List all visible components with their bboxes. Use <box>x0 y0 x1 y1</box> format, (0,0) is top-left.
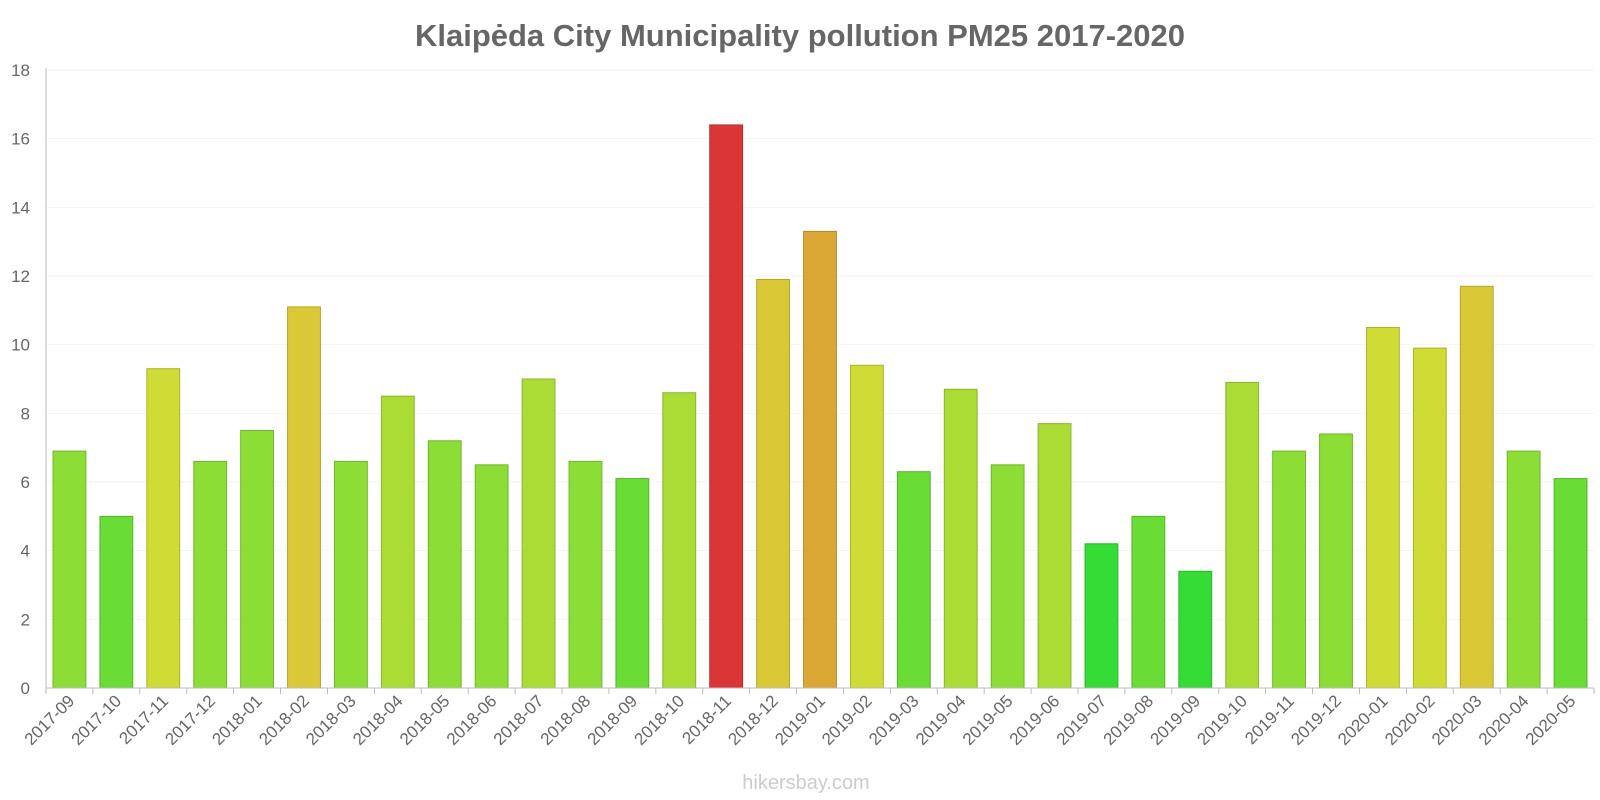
x-tick-label: 2019-11 <box>1241 691 1298 748</box>
bar-2019-03[interactable] <box>896 471 931 689</box>
bar-2019-08[interactable] <box>1131 515 1166 689</box>
bar-2018-02[interactable] <box>287 306 321 689</box>
x-tick-label: 2017-11 <box>115 691 172 748</box>
x-tick-label: 2020-02 <box>1381 691 1439 749</box>
y-tick-label: 8 <box>21 404 30 423</box>
y-tick-label: 6 <box>21 473 30 492</box>
bar-2018-07[interactable] <box>521 378 556 689</box>
bar-2020-05[interactable] <box>1553 478 1588 689</box>
bar-2018-01[interactable] <box>240 430 275 689</box>
bar-2019-05[interactable] <box>990 464 1025 689</box>
bar-2019-09[interactable] <box>1178 570 1213 689</box>
x-tick-label: 2019-03 <box>865 691 923 749</box>
x-tick-label: 2019-01 <box>771 691 829 749</box>
y-tick-label: 12 <box>11 267 30 286</box>
x-tick-label: 2017-09 <box>21 691 79 749</box>
x-tick-label: 2019-09 <box>1147 691 1205 749</box>
x-tick-label: 2019-04 <box>912 691 970 749</box>
bar-2018-04[interactable] <box>380 395 415 689</box>
y-tick-label: 0 <box>21 679 30 698</box>
y-tick-label: 14 <box>11 198 30 217</box>
x-tick-label: 2018-05 <box>396 691 454 749</box>
x-tick-label: 2018-02 <box>255 691 313 749</box>
x-tick-label: 2017-12 <box>161 691 219 749</box>
bar-2018-06[interactable] <box>474 464 509 689</box>
axes <box>45 68 1595 694</box>
x-tick-label: 2019-05 <box>959 691 1017 749</box>
x-tick-label: 2018-11 <box>678 691 735 748</box>
bar-2019-02[interactable] <box>849 364 884 689</box>
bar-2018-10[interactable] <box>662 392 697 689</box>
bar-2020-04[interactable] <box>1506 450 1541 689</box>
bar-2019-10[interactable] <box>1225 381 1260 689</box>
bar-2018-12[interactable] <box>756 278 791 689</box>
x-tick-label: 2019-10 <box>1193 691 1251 749</box>
bar-2019-07[interactable] <box>1084 543 1119 689</box>
y-tick-label: 10 <box>11 336 30 355</box>
x-tick-label: 2019-06 <box>1006 691 1064 749</box>
x-tick-label: 2018-10 <box>631 691 689 749</box>
bar-2017-10[interactable] <box>99 515 134 689</box>
bar-2020-02[interactable] <box>1412 347 1447 689</box>
bar-2017-11[interactable] <box>146 368 181 689</box>
y-tick-label: 16 <box>11 130 30 149</box>
x-tick-label: 2020-04 <box>1475 691 1533 749</box>
x-tick-label: 2019-08 <box>1100 691 1158 749</box>
x-tick-label: 2019-02 <box>818 691 876 749</box>
bars <box>52 124 1588 689</box>
bar-2018-03[interactable] <box>333 460 368 689</box>
x-tick-label: 2018-03 <box>302 691 360 749</box>
bar-2017-12[interactable] <box>193 460 228 689</box>
y-tick-label: 2 <box>21 610 30 629</box>
x-tick-label: 2018-07 <box>490 691 548 749</box>
chart-title: Klaipėda City Municipality pollution PM2… <box>415 18 1185 53</box>
x-tick-label: 2020-01 <box>1334 691 1392 749</box>
x-tick-label: 2018-04 <box>349 691 407 749</box>
bar-2020-01[interactable] <box>1365 327 1400 689</box>
bar-2018-11[interactable] <box>709 124 744 689</box>
bar-2019-04[interactable] <box>943 388 978 689</box>
bar-2017-09[interactable] <box>52 450 87 689</box>
bar-2019-11[interactable] <box>1272 450 1307 689</box>
x-tick-label: 2018-12 <box>724 691 782 749</box>
x-tick-label: 2018-01 <box>208 691 266 749</box>
bar-2018-08[interactable] <box>568 460 603 689</box>
bar-2019-06[interactable] <box>1037 423 1072 689</box>
x-tick-label: 2018-06 <box>443 691 501 749</box>
y-tick-label: 18 <box>11 61 30 80</box>
x-tick-label: 2019-07 <box>1053 691 1111 749</box>
bar-2019-12[interactable] <box>1319 433 1353 689</box>
y-tick-label: 4 <box>21 542 30 561</box>
x-tick-label: 2018-08 <box>537 691 595 749</box>
bar-2019-01[interactable] <box>803 230 837 689</box>
bar-2018-05[interactable] <box>427 440 462 689</box>
x-tick-label: 2020-05 <box>1522 691 1580 749</box>
x-tick-label: 2017-10 <box>68 691 126 749</box>
x-tick-label: 2020-03 <box>1428 691 1486 749</box>
y-axis-tick-labels: 0 2 4 6 8 10 12 14 16 18 <box>11 61 30 698</box>
x-tick-label: 2018-09 <box>584 691 642 749</box>
bar-2018-09[interactable] <box>615 478 650 689</box>
x-tick-label: 2019-12 <box>1287 691 1345 749</box>
x-axis-tick-labels: 2017-092017-102017-112017-122018-012018-… <box>21 691 1580 749</box>
watermark: hikersbay.com <box>742 772 869 794</box>
bar-2020-03[interactable] <box>1459 285 1494 689</box>
